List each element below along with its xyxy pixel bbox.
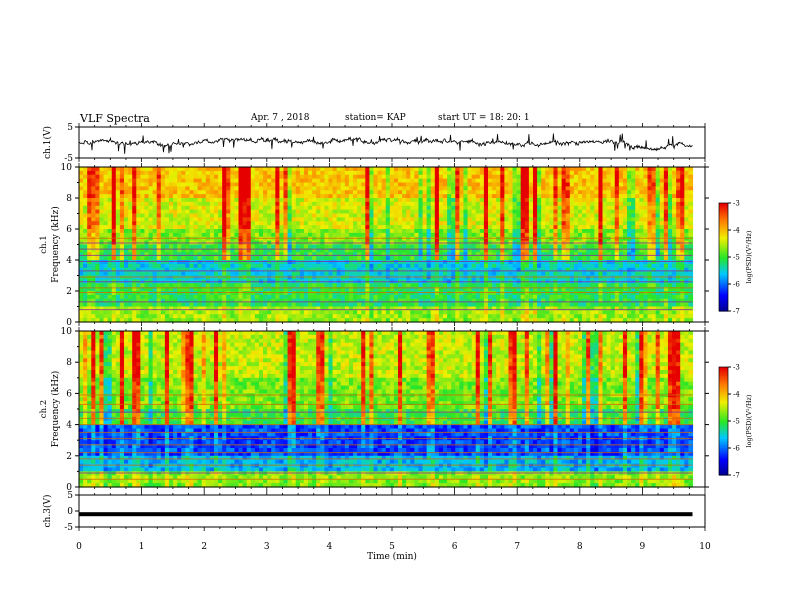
chart-title: VLF Spectra — [80, 112, 150, 125]
ch1-spectrogram-ylabel: Frequency (kHz) — [50, 206, 61, 283]
ch1-spectrogram-colorbar — [719, 203, 728, 312]
ch1-spectrogram-panel-label: ch.1 — [39, 235, 49, 253]
ch2-spectrogram-ytick-label: 2 — [66, 452, 72, 462]
xtick-label: 10 — [699, 542, 711, 552]
ch2-spectrogram-ytick-label: 0 — [66, 483, 72, 493]
ch1-waveform-ylabel: ch.1(V) — [42, 126, 53, 159]
xtick-label: 2 — [201, 542, 207, 552]
ch2-spectrogram-colorbar-tick-label: -3 — [733, 364, 740, 372]
ch1-spectrogram-colorbar-tick-label: -5 — [733, 254, 740, 262]
ch3-waveform-ylabel: ch.3(V) — [42, 495, 53, 528]
ch3-waveform-ytick-label: -5 — [64, 523, 73, 533]
xaxis-label: Time (min) — [367, 551, 417, 562]
ch1-spectrogram-colorbar-label: log(PSD)(V²/Hz) — [745, 230, 753, 283]
date-label: Apr. 7 , 2018 — [251, 113, 310, 123]
ch2-spectrogram-colorbar — [719, 367, 728, 476]
xtick-label: 8 — [577, 542, 583, 552]
ch1-spectrogram-colorbar-tick-label: -7 — [733, 308, 740, 316]
ch2-spectrogram-colorbar-tick-label: -7 — [733, 472, 740, 480]
ch1-spectrogram-ytick-label: 0 — [66, 318, 72, 328]
ch2-spectrogram-ytick-label: 10 — [61, 327, 73, 337]
ch1-waveform-trace — [78, 133, 693, 154]
xtick-label: 0 — [76, 542, 82, 552]
ch2-spectrogram-image — [79, 331, 694, 488]
ch2-spectrogram-ytick-label: 4 — [66, 421, 72, 431]
xtick-label: 1 — [139, 542, 145, 552]
ch2-spectrogram-ytick-label: 6 — [66, 389, 72, 399]
ch1-spectrogram-colorbar-tick-label: -4 — [733, 227, 740, 235]
ch1-spectrogram-colorbar-tick-label: -3 — [733, 200, 740, 208]
ch1-spectrogram-ytick-label: 2 — [66, 287, 72, 297]
ch2-spectrogram-colorbar-tick-label: -4 — [733, 391, 740, 399]
ch1-spectrogram-image — [79, 167, 694, 323]
ch2-spectrogram-colorbar-tick-label: -6 — [733, 445, 740, 453]
ch1-spectrogram-ytick-label: 8 — [66, 194, 72, 204]
ch1-waveform-ytick-label: 5 — [67, 123, 73, 133]
ch2-spectrogram-panel-label: ch.2 — [39, 400, 49, 418]
xtick-label: 3 — [264, 542, 270, 552]
ch2-spectrogram-colorbar-tick-label: -5 — [733, 418, 740, 426]
ch3-waveform-ytick-label: 5 — [67, 491, 73, 501]
xtick-label: 5 — [389, 542, 395, 552]
ch1-spectrogram-ytick-label: 4 — [66, 256, 72, 266]
ch3-waveform-ytick-label: 0 — [67, 507, 73, 517]
ch2-spectrogram-colorbar-label: log(PSD)(V²/Hz) — [745, 394, 753, 447]
xtick-label: 9 — [640, 542, 646, 552]
xtick-label: 6 — [452, 542, 458, 552]
ch2-spectrogram-ylabel: Frequency (kHz) — [50, 371, 61, 448]
ch1-spectrogram-colorbar-tick-label: -6 — [733, 281, 740, 289]
start-time-label: start UT = 18: 20: 1 — [438, 113, 530, 123]
ch2-spectrogram-ytick-label: 8 — [66, 358, 72, 368]
xtick-label: 4 — [327, 542, 333, 552]
ch1-spectrogram-ytick-label: 10 — [61, 163, 73, 173]
ch3-waveform-frame — [78, 494, 706, 528]
station-label: station= KAP — [345, 113, 406, 123]
ch1-waveform-ytick-label: -5 — [64, 154, 73, 164]
xtick-label: 7 — [514, 542, 520, 552]
ch3-waveform-trace — [79, 512, 693, 517]
ch1-spectrogram-ytick-label: 6 — [66, 225, 72, 235]
